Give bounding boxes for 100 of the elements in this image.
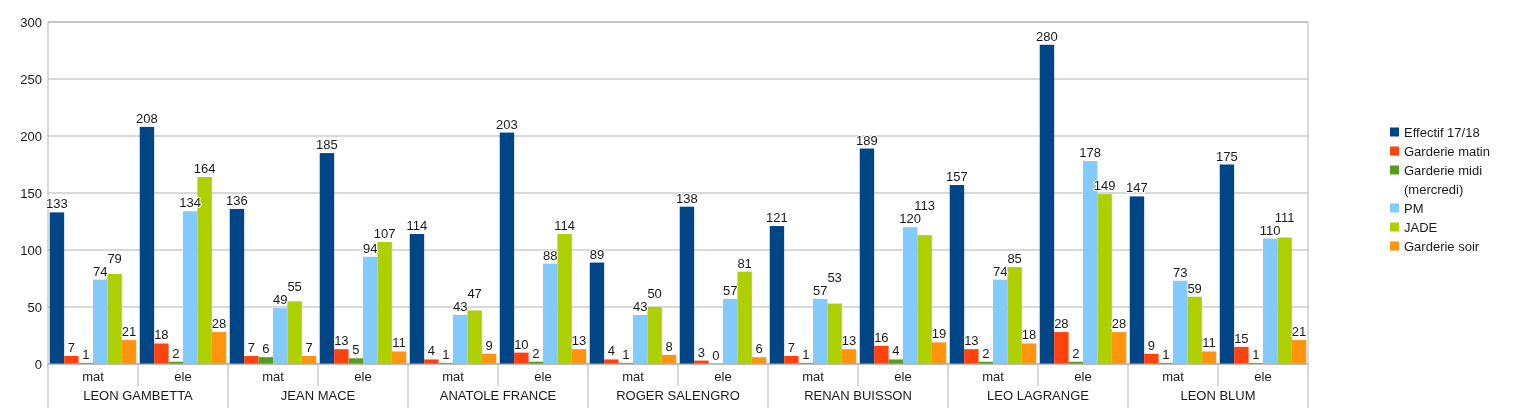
- data-label: 28: [211, 316, 227, 332]
- text: ROGER SALENGRO: [616, 388, 740, 403]
- legend-label: Effectif 17/18: [1404, 124, 1480, 140]
- data-label: 79: [107, 250, 122, 266]
- data-label: 107: [373, 226, 396, 242]
- data-label: 149: [1093, 178, 1116, 194]
- text: LEON GAMBETTA: [83, 388, 194, 403]
- data-label: 19: [931, 326, 947, 342]
- data-label: 133: [46, 196, 68, 212]
- data-label: 81: [737, 255, 752, 271]
- data-label: 11: [392, 335, 406, 351]
- x-tick-label: ele: [534, 369, 552, 384]
- data-label: 178: [1079, 145, 1102, 161]
- data-label: 2: [1072, 345, 1080, 361]
- data-label: 57: [722, 283, 738, 299]
- data-label: 136: [226, 192, 248, 208]
- y-tick-label: 300: [20, 14, 42, 30]
- data-label: 6: [262, 341, 270, 357]
- data-label: 13: [571, 333, 587, 349]
- text: LEON BLUM: [1180, 388, 1256, 403]
- data-label: 50: [647, 285, 662, 301]
- x-tick-label: ele: [354, 369, 372, 384]
- legend-label: Garderie matin: [1404, 143, 1490, 159]
- data-label: 7: [787, 340, 795, 356]
- data-label: 114: [554, 218, 575, 234]
- text: JEAN MACE: [280, 388, 356, 403]
- x-tick-label: mat: [622, 369, 645, 384]
- x-tick-label: mat: [1162, 369, 1185, 384]
- data-label: 18: [154, 327, 169, 343]
- data-label: 13: [964, 333, 979, 349]
- x-tick-label: ele: [894, 369, 912, 384]
- x-tick-label: mat: [442, 369, 465, 384]
- data-label: 47: [467, 285, 482, 301]
- y-tick-label: 50: [27, 299, 42, 315]
- data-label: 1: [442, 346, 450, 362]
- data-label: 4: [427, 343, 435, 359]
- y-tick-label: 150: [20, 185, 42, 201]
- x-tick-label: ele: [1074, 369, 1092, 384]
- legend-label: PM: [1404, 200, 1424, 216]
- data-label: 28: [1111, 316, 1127, 332]
- data-label: 1: [802, 346, 810, 362]
- data-label: 73: [1172, 264, 1188, 280]
- data-label: 2: [532, 345, 540, 361]
- data-label: 53: [827, 270, 842, 286]
- data-label: 2: [982, 345, 990, 361]
- data-label: 110: [1259, 222, 1281, 238]
- data-label: 88: [542, 247, 558, 263]
- data-label: 9: [1147, 337, 1155, 353]
- data-label: 0: [712, 348, 720, 363]
- data-label: 7: [305, 340, 313, 356]
- data-label: 147: [1126, 180, 1148, 196]
- data-label: 74: [92, 263, 108, 279]
- data-label: 7: [247, 340, 255, 356]
- x-tick-label: ele: [174, 369, 192, 384]
- x-tick-label: ele: [714, 369, 732, 384]
- y-tick-label: 250: [20, 71, 42, 87]
- data-label: 175: [1216, 148, 1238, 164]
- data-label: 43: [452, 298, 468, 314]
- data-label: 1: [1162, 346, 1170, 362]
- data-label: 9: [485, 337, 493, 353]
- data-label: 28: [1054, 316, 1069, 332]
- data-label: 164: [193, 161, 216, 177]
- data-label: 1: [82, 346, 90, 362]
- x-tick-label: mat: [982, 369, 1005, 384]
- x-tick-label: mat: [262, 369, 285, 384]
- data-label: 280: [1036, 28, 1058, 44]
- data-label: 11: [1202, 335, 1216, 351]
- data-label: 43: [632, 298, 648, 314]
- data-label: 13: [841, 333, 857, 349]
- data-label: 6: [755, 341, 763, 357]
- data-label: 157: [946, 169, 968, 185]
- legend-label: JADE: [1404, 219, 1438, 235]
- data-label: 57: [812, 283, 828, 299]
- data-label: 4: [892, 343, 900, 359]
- legend-label: Garderie midi (mercredi): [1404, 162, 1483, 197]
- data-label: 94: [362, 240, 378, 256]
- data-label: 15: [1234, 330, 1249, 346]
- data-label: 111: [1274, 209, 1295, 225]
- data-label: 7: [67, 340, 75, 356]
- data-label: 114: [406, 218, 428, 234]
- data-label: 49: [272, 292, 288, 308]
- y-tick-label: 100: [20, 242, 42, 258]
- data-label: 21: [1291, 324, 1307, 340]
- data-label: 8: [665, 338, 673, 354]
- data-label: 203: [496, 116, 518, 132]
- y-tick-label: 200: [20, 128, 42, 144]
- data-label: 89: [589, 246, 605, 262]
- data-label: 113: [914, 198, 935, 214]
- text: ANATOLE FRANCE: [439, 388, 557, 403]
- y-tick-label: 0: [34, 356, 42, 372]
- x-tick-label: ele: [1254, 369, 1272, 384]
- x-tick-label: mat: [802, 369, 825, 384]
- data-label: 18: [1021, 327, 1037, 343]
- data-label: 13: [334, 333, 349, 349]
- data-label: 85: [1007, 250, 1022, 266]
- data-label: 138: [676, 190, 698, 206]
- data-label: 74: [992, 263, 1008, 279]
- data-label: 120: [899, 211, 922, 227]
- legend-label: Garderie soir: [1404, 238, 1480, 254]
- data-label: 5: [352, 342, 360, 358]
